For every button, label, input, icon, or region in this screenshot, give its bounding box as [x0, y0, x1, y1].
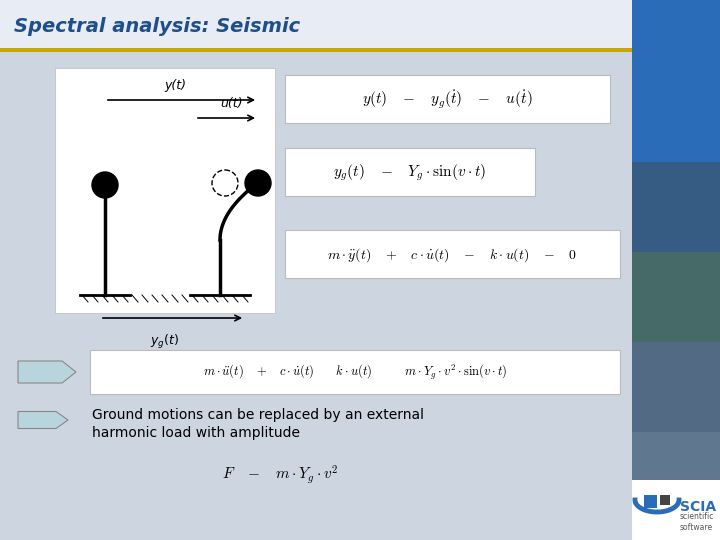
Bar	[660, 495, 670, 505]
Circle shape	[92, 172, 118, 198]
Text: harmonic load with amplitude: harmonic load with amplitude	[92, 426, 300, 440]
Text: Ground motions can be replaced by an external: Ground motions can be replaced by an ext…	[92, 408, 424, 422]
Circle shape	[245, 170, 271, 196]
FancyArrow shape	[18, 361, 76, 383]
Bar	[644, 495, 657, 508]
Text: SCIA: SCIA	[680, 500, 716, 514]
FancyBboxPatch shape	[90, 350, 620, 394]
Text: $y(t) \quad - \quad y_g(\dot{t}) \quad - \quad u(\dot{t})$: $y(t) \quad - \quad y_g(\dot{t}) \quad -…	[361, 89, 532, 111]
Text: $y_g(t) \quad - \quad Y_g \cdot \sin(v \cdot t)$: $y_g(t) \quad - \quad Y_g \cdot \sin(v \…	[333, 163, 487, 183]
Text: Spectral analysis: Seismic: Spectral analysis: Seismic	[14, 17, 300, 36]
FancyArrow shape	[18, 411, 68, 429]
FancyBboxPatch shape	[285, 230, 620, 278]
Bar	[632, 432, 720, 500]
Bar	[632, 252, 720, 342]
Text: u(t): u(t)	[221, 97, 243, 110]
Text: $m \cdot \ddot{y}(t) \quad + \quad c \cdot \dot{u}(t) \quad - \quad k \cdot u(t): $m \cdot \ddot{y}(t) \quad + \quad c \cd…	[327, 246, 577, 264]
Bar	[0, 48, 632, 52]
Bar	[632, 52, 720, 162]
Bar	[0, 0, 632, 48]
FancyBboxPatch shape	[285, 75, 610, 123]
Bar	[632, 342, 720, 432]
Text: $F \quad - \quad m \cdot Y_g \cdot v^2$: $F \quad - \quad m \cdot Y_g \cdot v^2$	[222, 464, 338, 487]
Text: y(t): y(t)	[164, 79, 186, 92]
Bar	[632, 162, 720, 252]
FancyBboxPatch shape	[285, 148, 535, 196]
Text: scientific
software: scientific software	[680, 512, 714, 532]
Bar	[55, 68, 275, 313]
Bar	[632, 0, 720, 540]
Bar	[0, 52, 632, 540]
Text: $y_g(t)$: $y_g(t)$	[150, 333, 179, 351]
Bar	[632, 480, 720, 540]
Text: $m \cdot \ddot{u}(t) \quad + \quad c \cdot \dot{u}(t) \quad \quad k \cdot u(t) \: $m \cdot \ddot{u}(t) \quad + \quad c \cd…	[203, 362, 508, 382]
